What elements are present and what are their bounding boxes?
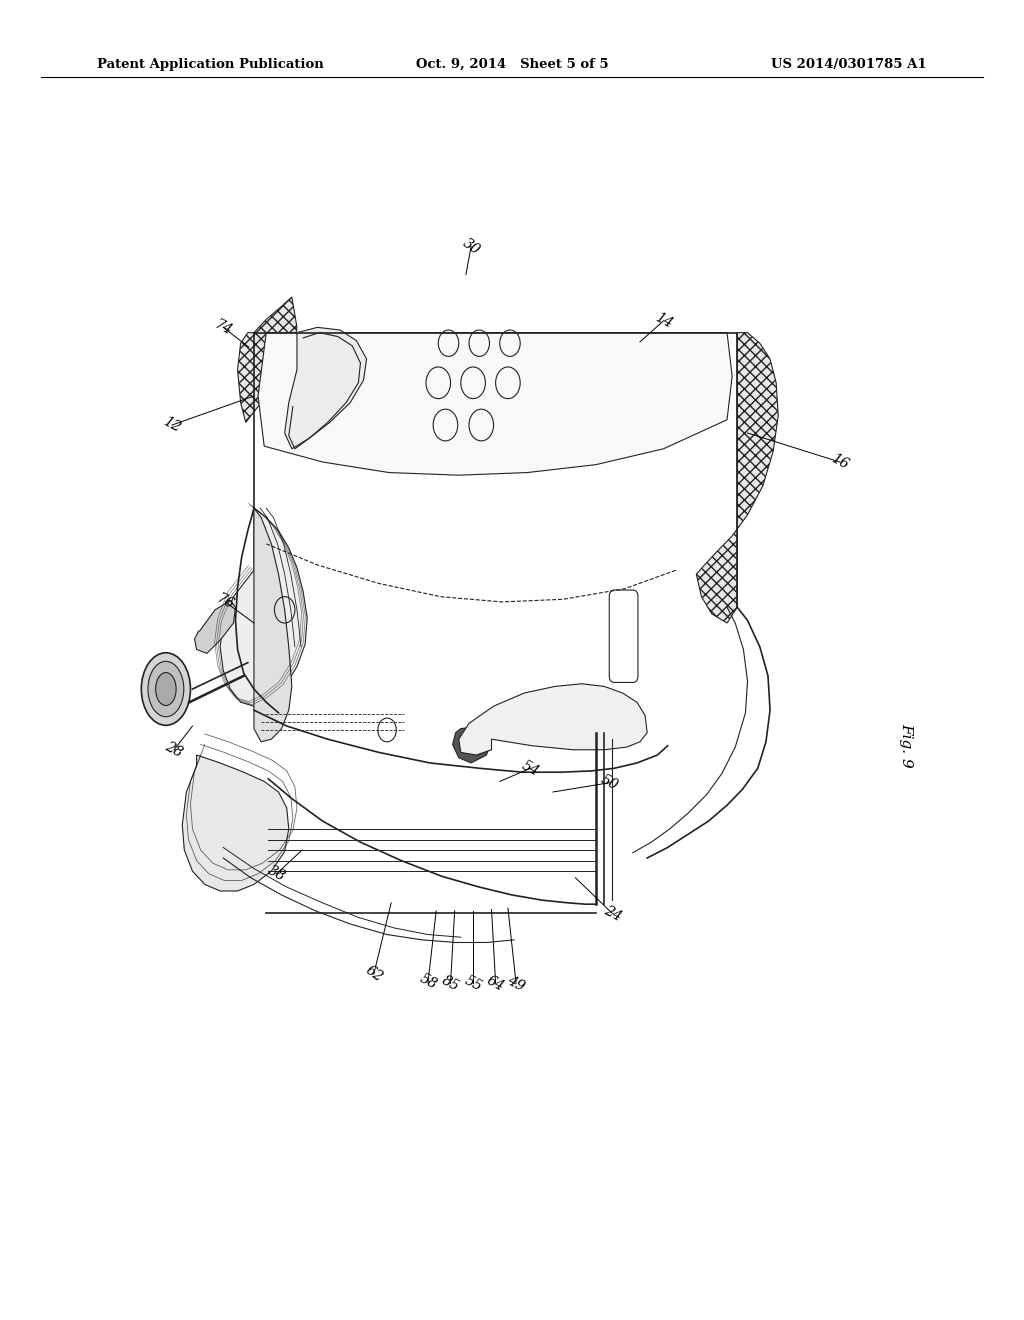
Text: 64: 64 [484, 973, 507, 994]
Polygon shape [696, 333, 778, 623]
Text: 50: 50 [598, 772, 621, 793]
Text: Patent Application Publication: Patent Application Publication [97, 58, 324, 71]
Ellipse shape [148, 661, 184, 717]
Text: 62: 62 [362, 964, 385, 985]
Text: 74: 74 [212, 317, 234, 338]
Polygon shape [195, 601, 236, 653]
Polygon shape [459, 684, 647, 755]
Polygon shape [220, 508, 307, 706]
Ellipse shape [156, 673, 176, 706]
Polygon shape [254, 508, 292, 742]
Text: 12: 12 [161, 414, 183, 436]
Polygon shape [285, 327, 367, 449]
Ellipse shape [141, 653, 190, 726]
Text: 28: 28 [163, 739, 185, 760]
Text: 85: 85 [439, 973, 462, 994]
Polygon shape [238, 297, 297, 422]
Text: 14: 14 [652, 310, 675, 331]
Polygon shape [258, 333, 732, 475]
Text: US 2014/0301785 A1: US 2014/0301785 A1 [771, 58, 927, 71]
Text: Fig. 9: Fig. 9 [899, 723, 913, 768]
FancyBboxPatch shape [609, 590, 638, 682]
Text: 76: 76 [214, 591, 237, 612]
Text: Oct. 9, 2014   Sheet 5 of 5: Oct. 9, 2014 Sheet 5 of 5 [416, 58, 608, 71]
Polygon shape [453, 726, 492, 763]
Text: 55: 55 [462, 973, 484, 994]
Text: 24: 24 [601, 903, 624, 924]
Polygon shape [182, 755, 289, 891]
Text: 54: 54 [519, 758, 542, 779]
Text: 38: 38 [265, 863, 288, 884]
Text: 30: 30 [460, 236, 482, 257]
Text: 16: 16 [828, 451, 851, 473]
Text: 49: 49 [505, 973, 527, 994]
Text: 58: 58 [417, 972, 439, 993]
